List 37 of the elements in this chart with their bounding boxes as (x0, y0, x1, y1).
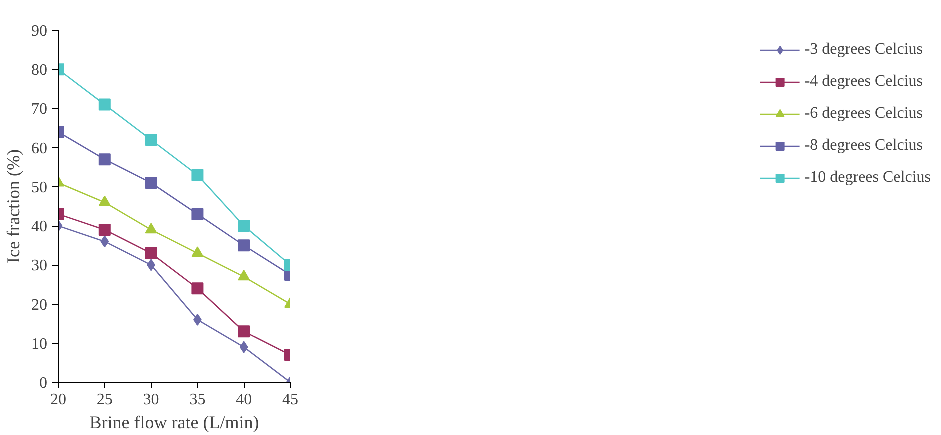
x-tick-label: 40 (236, 392, 252, 408)
point (240, 341, 248, 354)
y-tick-label: 0 (40, 375, 48, 392)
y-tick-label: 60 (32, 140, 48, 158)
point (238, 220, 250, 232)
point (145, 134, 158, 146)
point (238, 240, 250, 252)
point (192, 169, 204, 182)
y-tick-label: 40 (32, 218, 48, 236)
y-tick-label: 80 (32, 62, 48, 80)
point (145, 177, 158, 190)
point (238, 326, 250, 338)
y-tick-label: 10 (32, 336, 48, 353)
point (192, 246, 204, 258)
x-tick-label: 25 (96, 392, 113, 408)
x-tick-label: 35 (190, 392, 206, 408)
x-tick-label: 30 (143, 392, 160, 408)
x-tick-label: 20 (50, 392, 66, 408)
y-tick-label: 30 (32, 258, 48, 275)
legend-label: -8 degrees Celcius (804, 137, 923, 155)
legend-label: -3 degrees Celcius (804, 41, 923, 59)
x-tick-label: 45 (282, 392, 298, 408)
y-axis-title: Ice fraction (%) (4, 150, 24, 264)
point (192, 282, 204, 295)
y-tick-label: 20 (32, 296, 48, 314)
point (192, 208, 204, 220)
x-axis-title: Brine flow rate (L/min) (90, 412, 260, 432)
point (238, 270, 250, 281)
point (100, 236, 110, 248)
y-tick-label: 50 (32, 179, 48, 196)
legend-label: -6 degrees Celcius (804, 105, 923, 123)
point (145, 247, 158, 260)
y-tick-label: 90 (32, 23, 48, 40)
y-tick-label: 70 (32, 101, 48, 118)
legend-label: -4 degrees Celcius (804, 73, 923, 91)
legend-label: -10 degrees Celcius (804, 169, 931, 187)
point (145, 223, 158, 234)
